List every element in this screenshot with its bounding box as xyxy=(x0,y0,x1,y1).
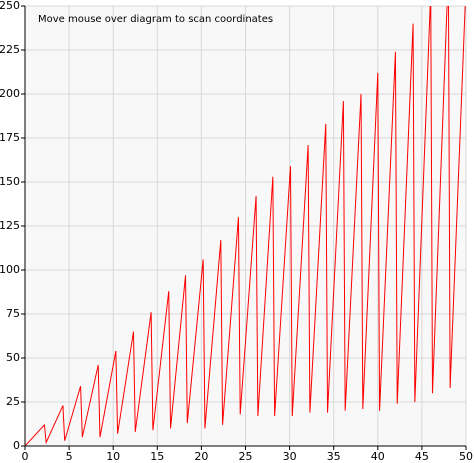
x-tick-label: 15 xyxy=(150,450,164,463)
plot xyxy=(25,6,466,446)
y-tick-label: 225 xyxy=(0,43,20,56)
y-tick-label: 50 xyxy=(6,351,20,364)
x-tick-label: 35 xyxy=(327,450,341,463)
y-tick-label: 125 xyxy=(0,219,20,232)
x-tick-label: 30 xyxy=(283,450,297,463)
y-tick-label: 250 xyxy=(0,0,20,12)
y-tick-label: 150 xyxy=(0,175,20,188)
x-tick-label: 40 xyxy=(371,450,385,463)
x-tick-label: 10 xyxy=(106,450,120,463)
data-line xyxy=(25,6,466,446)
x-tick-label: 25 xyxy=(239,450,253,463)
y-tick-label: 25 xyxy=(6,395,20,408)
annotation: Move mouse over diagram to scan coordina… xyxy=(38,14,273,25)
x-tick-label: 50 xyxy=(459,450,473,463)
x-tick-label: 5 xyxy=(66,450,73,463)
x-tick-label: 0 xyxy=(22,450,29,463)
x-tick-label: 20 xyxy=(194,450,208,463)
y-tick-label: 200 xyxy=(0,87,20,100)
y-tick-label: 0 xyxy=(13,439,20,452)
y-tick-label: 75 xyxy=(6,307,20,320)
y-tick-label: 175 xyxy=(0,131,20,144)
y-tick-label: 100 xyxy=(0,263,20,276)
x-tick-label: 45 xyxy=(415,450,429,463)
